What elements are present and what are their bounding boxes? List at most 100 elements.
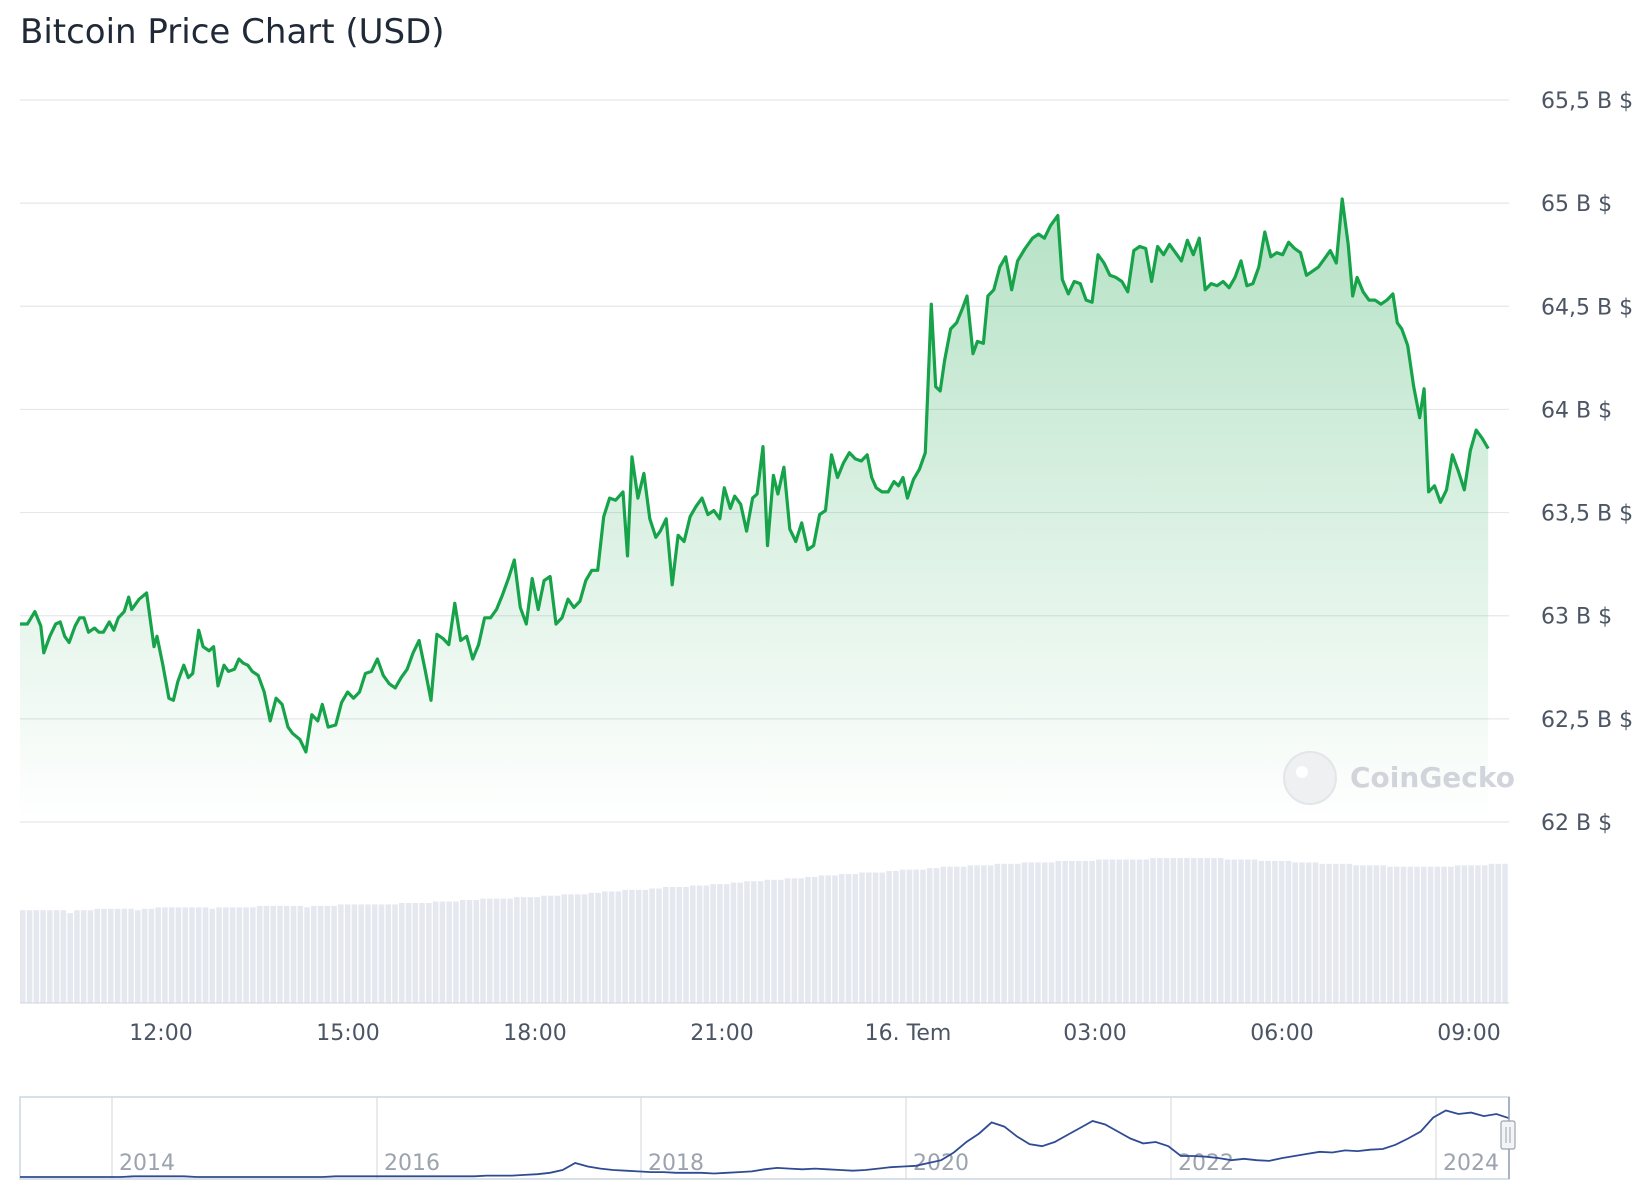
volume-bar — [622, 889, 628, 1003]
volume-bar — [730, 882, 737, 1003]
volume-bar — [1305, 862, 1312, 1004]
volume-bar — [703, 885, 710, 1003]
volume-bar — [1251, 859, 1258, 1004]
volume-bar — [547, 895, 554, 1003]
volume-bar — [432, 901, 439, 1003]
volume-bar — [412, 903, 419, 1003]
volume-bar — [67, 913, 73, 1003]
volume-bar — [399, 903, 405, 1003]
volume-bar — [331, 905, 337, 1004]
volume-bar — [392, 904, 398, 1003]
volume-bar — [1245, 859, 1251, 1004]
volume-bar — [1231, 859, 1238, 1004]
volume-bar — [1089, 860, 1095, 1003]
volume-bar — [1468, 865, 1474, 1004]
volume-bar — [838, 874, 845, 1004]
volume-bar — [1373, 865, 1380, 1004]
volume-bar — [1502, 863, 1508, 1003]
volume-bar — [500, 898, 507, 1003]
volume-bar — [1170, 858, 1177, 1003]
volume-bar — [283, 905, 290, 1004]
volume-bar — [933, 868, 940, 1003]
volume-bar — [1400, 866, 1407, 1003]
volume-bar — [866, 872, 872, 1003]
volume-bar — [195, 907, 202, 1003]
volume-bar — [1102, 859, 1109, 1004]
volume-bar — [947, 866, 953, 1003]
volume-bar — [1177, 858, 1183, 1003]
watermark-text: CoinGecko — [1350, 761, 1515, 794]
volume-bar — [493, 898, 500, 1003]
volume-bar — [365, 904, 371, 1003]
navigator-handle[interactable] — [1500, 1120, 1516, 1150]
volume-bar — [1217, 858, 1224, 1003]
volume-bar — [1353, 865, 1359, 1004]
volume-bar — [94, 908, 101, 1004]
volume-bar — [344, 904, 351, 1003]
volume-bar — [1096, 859, 1102, 1004]
volume-bar — [256, 905, 263, 1004]
volume-bar — [1048, 862, 1055, 1004]
volume-bar — [182, 907, 189, 1003]
volume-bar — [845, 874, 852, 1004]
volume-bar — [250, 907, 256, 1003]
volume-bar — [466, 900, 473, 1003]
navigator[interactable]: 2014 2016 2018 2020 2022 2024 — [19, 1096, 1516, 1180]
volume-bar — [588, 892, 595, 1003]
volume-bar — [520, 897, 527, 1003]
volume-bar — [886, 871, 892, 1003]
volume-bar — [1001, 863, 1007, 1003]
y-tick-label: 63,5 B $ — [1541, 502, 1633, 527]
volume-bar — [263, 905, 270, 1004]
volume-bar — [608, 891, 615, 1004]
volume-bar — [101, 908, 107, 1004]
volume-bar — [121, 908, 128, 1004]
volume-bar — [135, 910, 141, 1003]
volume-bar — [47, 910, 53, 1003]
navigator-tick-label: 2020 — [913, 1151, 969, 1176]
volume-bar — [1481, 865, 1488, 1004]
navigator-tick-label: 2024 — [1443, 1151, 1499, 1176]
volume-bar — [906, 869, 913, 1003]
volume-bar — [459, 900, 466, 1003]
volume-bar — [744, 881, 750, 1003]
volume-bar — [717, 884, 723, 1003]
volume-bar — [1258, 860, 1265, 1003]
volume-bar — [426, 903, 432, 1003]
volume-bar — [690, 885, 696, 1003]
volume-bar — [1285, 860, 1292, 1003]
volume-bar — [304, 907, 310, 1003]
volume-bar — [80, 910, 87, 1003]
volume-bar — [1082, 860, 1089, 1003]
volume-bar — [297, 905, 304, 1004]
volume-bar — [554, 895, 561, 1003]
volume-bar — [642, 889, 649, 1003]
volume-bar — [1143, 859, 1150, 1004]
volume-bar — [778, 879, 784, 1004]
volume-bar — [1441, 866, 1447, 1003]
volume-bar — [656, 888, 662, 1004]
volume-bar — [209, 908, 216, 1004]
volume-bar — [669, 887, 676, 1003]
volume-bar — [1035, 862, 1041, 1004]
y-tick-label: 64 B $ — [1541, 398, 1612, 423]
volume-bar — [879, 872, 886, 1003]
volume-bar — [818, 875, 825, 1003]
volume-bar — [87, 910, 94, 1003]
volume-bar — [561, 894, 568, 1004]
navigator-tick-label: 2014 — [119, 1151, 175, 1176]
volume-bar — [507, 898, 513, 1003]
volume-bar — [534, 897, 540, 1003]
x-tick-label: 12:00 — [129, 1021, 192, 1046]
volume-bar — [419, 903, 425, 1003]
price-line[interactable] — [20, 197, 1490, 754]
volume-bar — [1211, 858, 1217, 1003]
volume-bar — [60, 910, 67, 1003]
volume-bar — [574, 894, 581, 1004]
volume-bar — [1109, 859, 1116, 1004]
volume-bar — [223, 907, 229, 1003]
volume-bar — [487, 898, 493, 1003]
y-tick-label: 65,5 B $ — [1541, 89, 1633, 114]
volume-bar — [771, 879, 777, 1004]
